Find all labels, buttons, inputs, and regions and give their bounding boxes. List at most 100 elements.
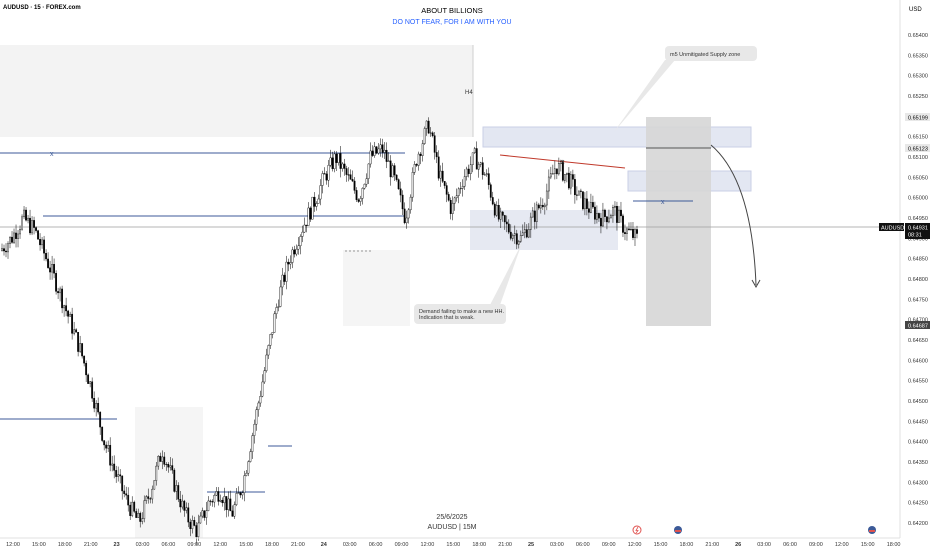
candle-body: [215, 491, 218, 496]
watermark-symbol: AUDUSD | 15M: [428, 524, 477, 531]
candle-body: [169, 465, 172, 468]
candle-body: [539, 204, 542, 209]
candle-body: [543, 204, 546, 208]
x-tick-label-17: 15:00: [446, 542, 460, 548]
candle-body: [55, 273, 57, 292]
candle-body: [47, 258, 49, 268]
candle-body: [477, 164, 480, 170]
candle-body: [303, 224, 306, 233]
candle-body: [45, 252, 47, 260]
candle-body: [211, 501, 214, 503]
candle-body: [63, 305, 66, 309]
candle-body: [387, 160, 390, 162]
chart-subtitle: DO NOT FEAR, FOR I AM WITH YOU: [392, 19, 511, 26]
candle-body: [21, 216, 23, 230]
x-tick-label-18: 18:00: [472, 542, 486, 548]
trendline: [499, 154, 626, 169]
candle-body: [337, 153, 340, 163]
candle-body: [455, 195, 458, 199]
candle-body: [433, 135, 436, 153]
candle-body: [584, 198, 586, 210]
candle-body: [177, 485, 180, 500]
candle-body: [79, 343, 82, 352]
candle-body: [333, 153, 336, 170]
short-position-box[interactable]: [646, 117, 711, 326]
candle-body: [632, 228, 634, 238]
y-axis[interactable]: 0.654000.653500.653000.652500.652000.651…: [908, 33, 928, 527]
supply-callout-box[interactable]: [665, 46, 757, 61]
candle-body: [161, 456, 164, 462]
candle-body: [608, 217, 610, 223]
candle-body: [459, 188, 462, 190]
event-icon-lightning[interactable]: [632, 525, 642, 535]
candle-body: [69, 313, 72, 317]
projection-arrowhead: [751, 279, 761, 289]
candle-body: [285, 261, 288, 282]
candle-body: [381, 144, 384, 153]
candle-body: [365, 178, 368, 185]
x-tick-label-20: 25: [528, 542, 534, 548]
candle-body: [351, 179, 354, 182]
y-tick-label-14: 0.64700: [908, 318, 928, 324]
y-tick-label-3: 0.65250: [908, 94, 928, 100]
candle-body: [257, 402, 260, 410]
candle-body: [3, 248, 5, 252]
demand-callout-box[interactable]: [414, 304, 506, 324]
candle-body: [259, 396, 262, 404]
candle-body: [27, 217, 29, 221]
candle-body: [13, 232, 15, 243]
candle-body: [624, 232, 626, 234]
x-tick-label-32: 12:00: [835, 542, 849, 548]
x-tick-label-16: 12:00: [421, 542, 435, 548]
candle-body: [229, 498, 232, 512]
h4-label: H4: [465, 90, 473, 96]
candle-body: [319, 185, 322, 200]
candle-body: [89, 381, 92, 384]
badge-current-symbol-text: AUDUSD: [881, 226, 904, 232]
candle-body: [385, 149, 388, 162]
candle-body: [499, 211, 502, 220]
candle-body: [411, 172, 414, 198]
candle-body: [43, 239, 45, 254]
candle-body: [553, 168, 556, 174]
candle-body: [173, 469, 176, 492]
badge-countdown-text: 08:31: [908, 233, 922, 239]
candle-body: [119, 474, 122, 477]
candle-body: [221, 499, 224, 504]
candle-body: [135, 511, 138, 518]
candle-body: [159, 455, 162, 462]
candle-body: [509, 231, 512, 239]
candle-body: [275, 307, 278, 315]
candle-body: [51, 264, 53, 273]
y-tick-label-18: 0.64500: [908, 399, 928, 405]
x-tick-label-29: 03:00: [757, 542, 771, 548]
candle-body: [515, 233, 518, 245]
candle-body: [590, 202, 592, 213]
candle-body: [383, 149, 386, 153]
candle-body: [487, 173, 490, 185]
candle-body: [61, 288, 63, 309]
x-tick-label-10: 18:00: [265, 542, 279, 548]
candle-body: [165, 463, 168, 465]
candle-body: [345, 168, 348, 175]
candle-body: [555, 168, 558, 175]
candle-body: [423, 128, 426, 144]
candle-body: [537, 204, 540, 209]
candle-body: [87, 374, 90, 384]
candle-body: [576, 194, 578, 196]
badge-current-price-text: 0.64931: [908, 226, 928, 232]
candle-body: [233, 504, 236, 517]
candle-body: [541, 204, 544, 208]
candle-body: [377, 148, 380, 154]
x-tick-label-13: 03:00: [343, 542, 357, 548]
candle-body: [604, 209, 606, 217]
x-tick-label-22: 06:00: [576, 542, 590, 548]
candle-body: [277, 306, 280, 308]
candle-body: [249, 451, 252, 462]
candle-body: [578, 190, 580, 196]
candle-body: [610, 215, 612, 219]
candle-body: [245, 472, 248, 476]
x-axis[interactable]: 12:00 15:00 18:00 21:00 23 03:00 06:00 09:00 12:…: [6, 542, 900, 548]
candle-body: [133, 501, 136, 512]
